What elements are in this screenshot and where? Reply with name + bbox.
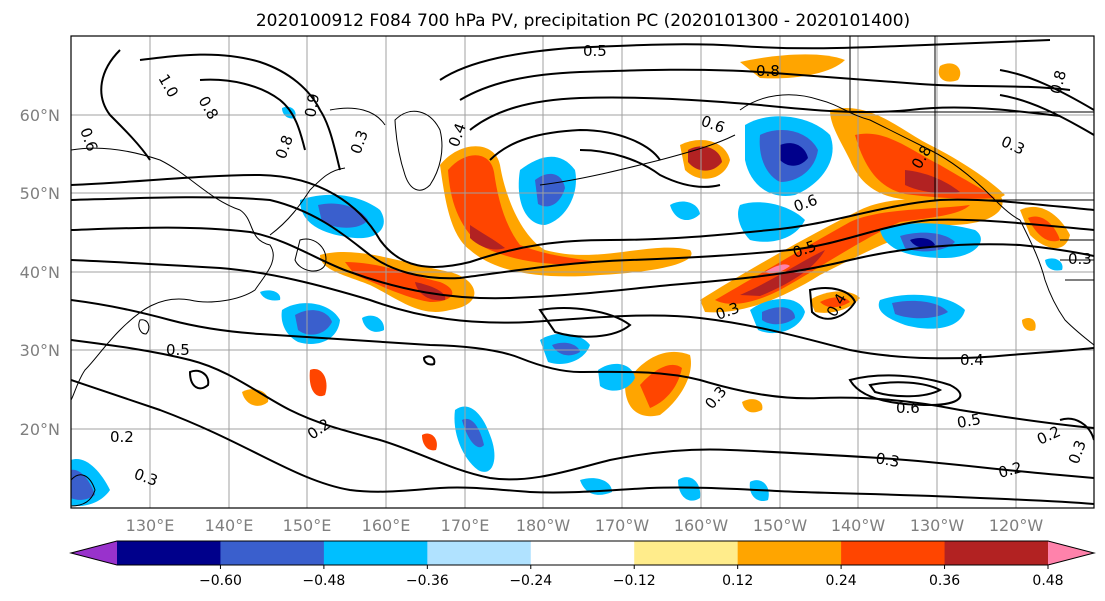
- lon-label: 170°E: [441, 516, 490, 535]
- contour-label: 0.5: [956, 410, 983, 432]
- contour-label: 0.2: [996, 458, 1024, 482]
- colorbar-tick-label: −0.36: [406, 573, 449, 589]
- colorbar-cell: [323, 541, 428, 565]
- map-frame: [70, 35, 1095, 509]
- colorbar-tick-label: −0.12: [613, 573, 656, 589]
- contour-label: 0.8: [1046, 68, 1070, 96]
- figure-title: 2020100912 F084 700 hPa PV, precipitatio…: [256, 11, 910, 31]
- colorbar-cell: [117, 541, 222, 565]
- colorbar-cell: [634, 541, 739, 565]
- lon-label: 130°W: [910, 516, 965, 535]
- contour-label: 0.8: [756, 62, 780, 80]
- colorbar-tick-label: −0.60: [199, 573, 242, 589]
- contour-label: 0.2: [110, 428, 134, 446]
- lon-label: 180°W: [516, 516, 571, 535]
- lon-label: 130°E: [126, 516, 175, 535]
- colorbar: −0.60 −0.48 −0.36 −0.24 −0.12 0.12 0.24 0.36 0.4…: [69, 540, 1096, 589]
- lon-label: 170°W: [595, 516, 650, 535]
- colorbar-tick-label: 0.12: [722, 573, 753, 589]
- colorbar-outline: [69, 540, 1096, 566]
- latitude-labels: 60°N 50°N 40°N 30°N 20°N: [20, 106, 60, 439]
- colorbar-cell: [220, 541, 325, 565]
- lat-label: 20°N: [20, 420, 60, 439]
- pv-contours: [71, 39, 1094, 505]
- lon-label: 150°E: [283, 516, 332, 535]
- contour-label: 0.3: [1068, 250, 1092, 268]
- lon-label: 160°W: [674, 516, 729, 535]
- colorbar-extend-high: [1048, 541, 1094, 565]
- precip-shading: [71, 54, 1070, 507]
- contour-label: 0.5: [583, 42, 607, 60]
- lon-label: 140°W: [831, 516, 886, 535]
- colorbar-tick-label: −0.48: [302, 573, 345, 589]
- colorbar-tick-label: 0.36: [929, 573, 960, 589]
- colorbar-ticks: −0.60 −0.48 −0.36 −0.24 −0.12 0.12 0.24 0.36 0.4…: [199, 565, 1064, 589]
- colorbar-cell: [841, 541, 946, 565]
- lon-label: 160°E: [362, 516, 411, 535]
- colorbar-cells: [117, 541, 1049, 565]
- colorbar-tick-label: −0.24: [509, 573, 552, 589]
- colorbar-cell: [427, 541, 532, 565]
- map-panel: 0.5 0.8 1.0 0.8 0.8 0.3 0.4 0.6 0.9 0.8 …: [71, 36, 1094, 508]
- lon-label: 120°W: [989, 516, 1044, 535]
- colorbar-cell: [737, 541, 842, 565]
- contour-label: 0.9: [301, 92, 323, 119]
- contour-label: 0.5: [166, 341, 190, 359]
- lat-label: 40°N: [20, 263, 60, 282]
- colorbar-tick-label: 0.48: [1032, 573, 1063, 589]
- contour-label: 0.3: [874, 449, 901, 471]
- lat-label: 50°N: [20, 184, 60, 203]
- colorbar-tick-label: 0.24: [826, 573, 857, 589]
- lon-label: 140°E: [205, 516, 254, 535]
- coastlines: [71, 36, 1094, 507]
- contour-label: 0.4: [960, 351, 984, 369]
- longitude-labels: 130°E 140°E 150°E 160°E 170°E 180°W 170°…: [126, 516, 1044, 535]
- lon-label: 150°W: [753, 516, 808, 535]
- lat-label: 30°N: [20, 341, 60, 360]
- contour-label: 0.6: [896, 399, 920, 417]
- colorbar-extend-low: [71, 541, 117, 565]
- colorbar-cell: [944, 541, 1049, 565]
- gridlines: [71, 36, 1094, 508]
- lat-label: 60°N: [20, 106, 60, 125]
- colorbar-cell: [530, 541, 635, 565]
